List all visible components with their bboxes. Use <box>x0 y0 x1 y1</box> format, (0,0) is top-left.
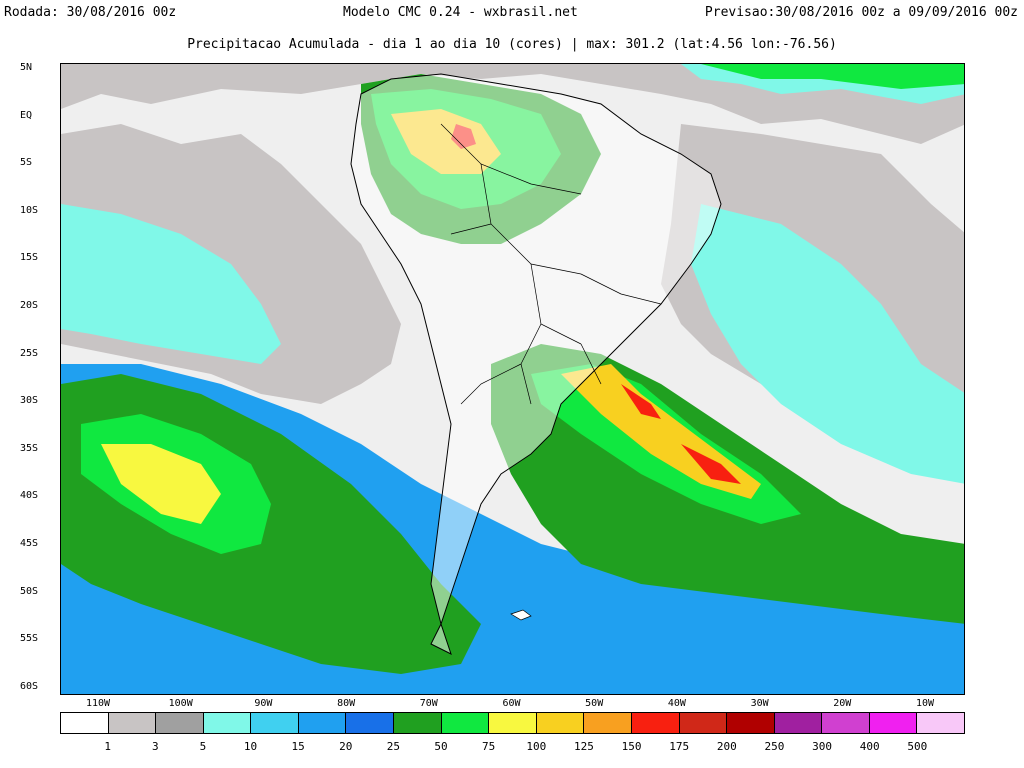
legend-swatch <box>203 713 252 733</box>
legend-swatch <box>394 713 442 733</box>
lon-label: 110W <box>85 698 111 709</box>
legend-swatch <box>584 713 632 733</box>
legend-value: 10 <box>243 740 258 753</box>
run-date-label: Rodada: 30/08/2016 00z <box>4 5 177 20</box>
lon-label: 90W <box>254 698 273 709</box>
lat-label: EQ <box>20 109 33 121</box>
lat-label: 35S <box>20 442 39 454</box>
legend-swatch <box>489 713 537 733</box>
lat-label: 5N <box>20 62 33 73</box>
lat-label: 10S <box>20 204 39 216</box>
lon-label: 60W <box>502 698 521 709</box>
color-legend <box>60 712 965 734</box>
legend-swatch <box>822 713 870 733</box>
legend-value: 175 <box>669 740 690 753</box>
lon-label: 20W <box>833 698 852 709</box>
legend-value: 5 <box>199 740 207 753</box>
precip-area-atlantic-teal <box>691 204 964 484</box>
legend-value: 250 <box>764 740 785 753</box>
forecast-period-label: Previsao:30/08/2016 00z a 09/09/2016 00z <box>704 5 1018 20</box>
lon-label: 30W <box>750 698 769 709</box>
legend-value: 200 <box>716 740 737 753</box>
falkland-islands <box>510 609 532 621</box>
lon-label: 10W <box>915 698 935 709</box>
legend-swatch <box>631 713 680 733</box>
lat-label: 15S <box>20 252 39 264</box>
legend-swatch <box>441 713 490 733</box>
legend-swatch <box>108 713 157 733</box>
legend-swatch <box>869 713 918 733</box>
lon-label: 40W <box>667 698 686 709</box>
lat-label: 5S <box>20 157 33 169</box>
legend-value: 50 <box>434 740 448 753</box>
lat-label: 50S <box>20 585 39 597</box>
legend-swatch <box>346 713 395 733</box>
lat-label: 20S <box>20 300 39 311</box>
south-america-outline <box>350 73 722 655</box>
precip-area-north-band <box>61 64 964 144</box>
legend-value: 1 <box>104 740 111 753</box>
legend-value: 3 <box>151 740 159 753</box>
legend-value: 100 <box>526 740 547 753</box>
legend-swatch <box>774 713 823 733</box>
legend-swatch <box>298 713 347 733</box>
precipitation-map <box>60 63 965 695</box>
precip-area-north-green <box>701 64 964 89</box>
lat-label: 45S <box>20 538 39 549</box>
lon-label: 80W <box>337 698 356 709</box>
map-title: Precipitacao Acumulada - dia 1 ao dia 10… <box>187 37 837 52</box>
country-borders <box>440 123 662 405</box>
precipitation-map-canvas <box>61 64 964 694</box>
legend-value: 125 <box>574 740 594 753</box>
lat-label: 40S <box>20 490 39 502</box>
legend-value: 300 <box>812 740 833 753</box>
lat-label: 30S <box>20 395 39 407</box>
legend-value: 400 <box>859 740 880 753</box>
lat-label: 60S <box>20 680 39 692</box>
legend-swatch <box>251 713 299 733</box>
lon-label: 100W <box>168 698 193 709</box>
precip-area-southeast-red <box>621 384 741 484</box>
precip-area-pacific-teal <box>61 204 281 364</box>
legend-value: 20 <box>339 740 353 753</box>
legend-swatch <box>536 713 585 733</box>
legend-swatch <box>679 713 728 733</box>
lat-label: 25S <box>20 347 39 359</box>
legend-value: 150 <box>621 740 642 753</box>
lat-label: 55S <box>20 633 39 645</box>
precip-area-south-yellow <box>101 444 221 524</box>
legend-swatch <box>61 713 109 733</box>
legend-value: 75 <box>482 740 496 753</box>
model-source-label: Modelo CMC 0.24 - wxbrasil.net <box>343 5 578 20</box>
legend-swatch <box>156 713 204 733</box>
lon-label: 50W <box>585 698 604 709</box>
legend-value: 25 <box>386 740 401 753</box>
legend-value: 15 <box>291 740 305 753</box>
lon-label: 70W <box>419 698 438 709</box>
legend-value: 500 <box>907 740 928 753</box>
legend-swatch <box>917 713 964 733</box>
legend-swatch <box>727 713 775 733</box>
